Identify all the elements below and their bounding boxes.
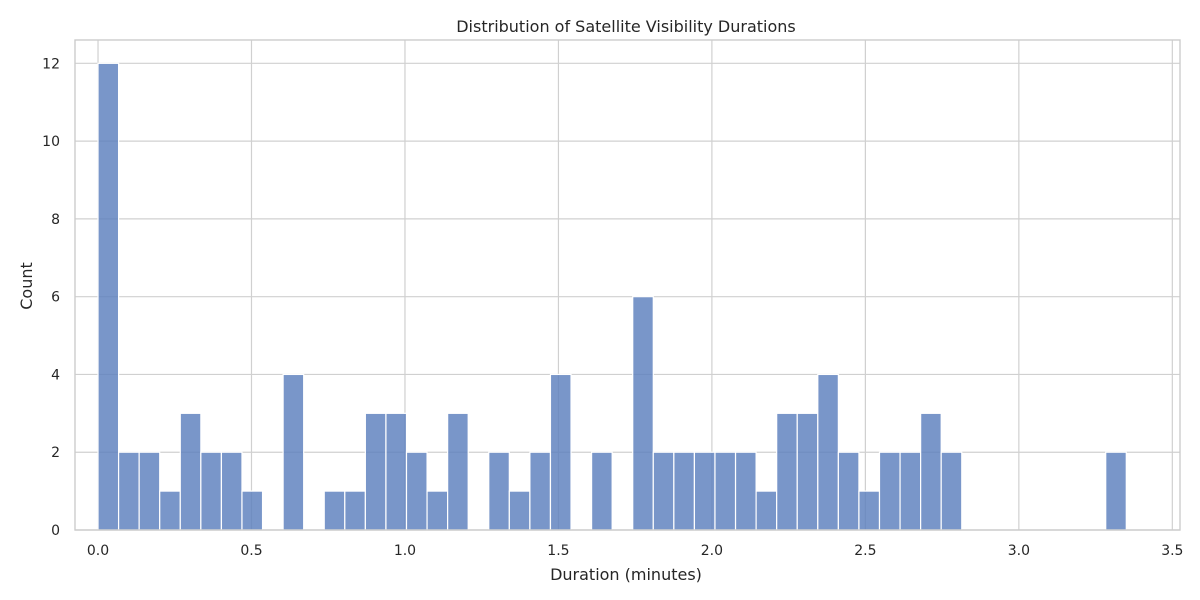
y-tick-label: 10 xyxy=(42,134,60,150)
histogram-bars xyxy=(97,62,1127,531)
x-tick-label: 0.5 xyxy=(240,543,262,559)
histogram-bar xyxy=(447,412,469,531)
y-tick-labels: 0 2 4 6 8 10 12 xyxy=(42,56,60,539)
histogram-bar xyxy=(405,451,428,531)
x-tick-label: 0.0 xyxy=(87,543,109,559)
y-axis-label: Count xyxy=(17,262,36,310)
x-tick-labels: 0.0 0.5 1.0 1.5 2.0 2.5 3.0 3.5 xyxy=(87,543,1184,559)
y-tick-label: 6 xyxy=(51,290,60,306)
histogram-bar xyxy=(652,451,675,531)
histogram-bar xyxy=(159,490,181,531)
x-tick-label: 1.5 xyxy=(547,543,569,559)
x-axis-label: Duration (minutes) xyxy=(550,565,702,584)
histogram-bar xyxy=(590,451,613,531)
histogram-bar xyxy=(776,412,798,531)
x-tick-label: 2.0 xyxy=(701,543,723,559)
y-tick-label: 4 xyxy=(51,367,60,383)
histogram-bar xyxy=(1105,451,1127,531)
histogram-bar xyxy=(714,451,737,531)
y-tick-label: 0 xyxy=(51,523,60,539)
histogram-bar xyxy=(282,373,305,531)
histogram-bar xyxy=(323,490,346,531)
histogram-bar xyxy=(858,490,881,531)
x-tick-label: 1.0 xyxy=(394,543,416,559)
histogram-bar xyxy=(673,451,696,531)
histogram-bar xyxy=(241,490,264,531)
histogram-bar xyxy=(364,412,387,531)
histogram-bar xyxy=(940,451,963,531)
histogram-bar xyxy=(138,451,161,531)
y-tick-label: 12 xyxy=(42,56,60,72)
histogram-bar xyxy=(693,451,716,531)
histogram-bar xyxy=(200,451,223,531)
x-tick-label: 2.5 xyxy=(854,543,876,559)
plot-frame xyxy=(74,39,1181,531)
histogram-bar xyxy=(920,412,942,531)
histogram-bar xyxy=(344,490,366,531)
histogram-bar xyxy=(549,373,572,531)
histogram-bar xyxy=(508,490,531,531)
histogram-bar xyxy=(488,451,510,531)
histogram-bar xyxy=(97,62,120,531)
histogram-bar xyxy=(755,490,778,531)
histogram-bar xyxy=(529,451,552,531)
histogram-bar xyxy=(426,490,449,531)
histogram-bar xyxy=(632,296,654,531)
y-tick-label: 8 xyxy=(51,212,60,228)
histogram-bar xyxy=(734,451,757,531)
histogram-bar xyxy=(179,412,202,531)
x-tick-label: 3.0 xyxy=(1008,543,1030,559)
histogram-bar xyxy=(817,373,839,531)
x-tick-label: 3.5 xyxy=(1161,543,1183,559)
grid-lines xyxy=(75,40,1180,531)
histogram-bar xyxy=(899,451,922,531)
histogram-bar xyxy=(117,451,140,531)
histogram-bar xyxy=(837,451,860,531)
chart-title: Distribution of Satellite Visibility Dur… xyxy=(456,17,796,36)
histogram-bar xyxy=(385,412,408,531)
y-tick-label: 2 xyxy=(51,445,60,461)
histogram-bar xyxy=(878,451,901,531)
histogram-bar xyxy=(796,412,819,531)
histogram-bar xyxy=(220,451,243,531)
